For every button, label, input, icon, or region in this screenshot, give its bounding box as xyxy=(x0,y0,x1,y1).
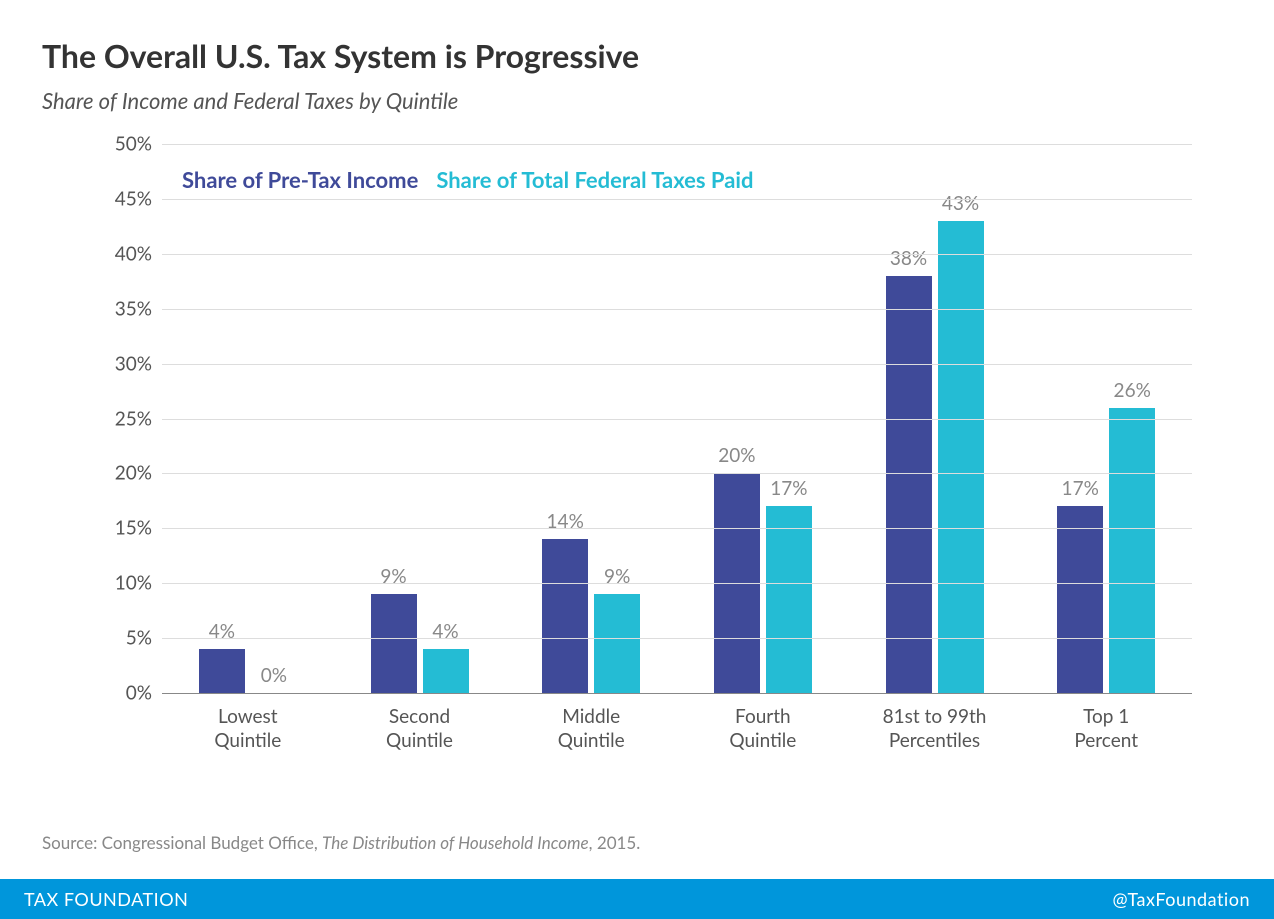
chart-area: Share of Pre-Tax Income Share of Total Fe… xyxy=(102,124,1232,764)
y-tick-label: 50% xyxy=(115,133,152,156)
chart-title: The Overall U.S. Tax System is Progressi… xyxy=(42,36,1232,75)
plot-area: Share of Pre-Tax Income Share of Total Fe… xyxy=(162,144,1192,694)
bar-value-label: 17% xyxy=(1062,477,1099,500)
footer-brand: TAX FOUNDATION xyxy=(24,888,188,910)
bar-value-label: 20% xyxy=(718,444,755,467)
footer-bar: TAX FOUNDATION @TaxFoundation xyxy=(0,879,1274,919)
bar-value-label: 17% xyxy=(770,477,807,500)
y-tick-label: 35% xyxy=(115,297,152,320)
legend: Share of Pre-Tax Income Share of Total Fe… xyxy=(182,166,753,193)
gridline xyxy=(162,199,1192,200)
bar-value-label: 9% xyxy=(604,565,630,588)
chart-subtitle: Share of Income and Federal Taxes by Qui… xyxy=(42,87,1232,114)
legend-item: Share of Pre-Tax Income xyxy=(182,166,418,193)
bar: 38% xyxy=(886,276,932,693)
y-tick-label: 10% xyxy=(115,572,152,595)
y-tick-label: 30% xyxy=(115,352,152,375)
bar-value-label: 4% xyxy=(209,620,235,643)
gridline xyxy=(162,419,1192,420)
y-tick-label: 15% xyxy=(115,517,152,540)
gridline xyxy=(162,583,1192,584)
bar-value-label: 26% xyxy=(1114,379,1151,402)
bar: 9% xyxy=(371,594,417,693)
bar: 4% xyxy=(423,649,469,693)
bar: 4% xyxy=(199,649,245,693)
y-tick-label: 20% xyxy=(115,462,152,485)
source-italic: The Distribution of Household Income xyxy=(322,832,589,853)
y-tick-label: 5% xyxy=(126,627,152,650)
x-tick-label: FourthQuintile xyxy=(729,705,796,753)
gridline xyxy=(162,254,1192,255)
bar-value-label: 9% xyxy=(380,565,406,588)
source-suffix: , 2015. xyxy=(589,832,641,853)
bar: 14% xyxy=(542,539,588,693)
gridline xyxy=(162,144,1192,145)
y-tick-label: 45% xyxy=(115,187,152,210)
x-tick-label: 81st to 99thPercentiles xyxy=(883,705,987,753)
bar: 26% xyxy=(1109,408,1155,693)
x-tick-label: Top 1Percent xyxy=(1074,705,1138,753)
bar-value-label: 4% xyxy=(432,620,458,643)
source-note: Source: Congressional Budget Office, The… xyxy=(42,832,640,853)
bar: 17% xyxy=(766,506,812,693)
y-tick-label: 0% xyxy=(126,682,152,705)
bar: 43% xyxy=(938,221,984,693)
gridline xyxy=(162,309,1192,310)
gridline xyxy=(162,528,1192,529)
footer-handle: @TaxFoundation xyxy=(1112,888,1250,910)
gridline xyxy=(162,638,1192,639)
y-tick-label: 25% xyxy=(115,407,152,430)
bar: 17% xyxy=(1057,506,1103,693)
source-prefix: Source: Congressional Budget Office, xyxy=(42,832,322,853)
bar-value-label: 38% xyxy=(890,247,927,270)
bar-value-label: 0% xyxy=(261,664,287,687)
bar-value-label: 43% xyxy=(942,192,979,215)
x-tick-label: LowestQuintile xyxy=(214,705,281,753)
y-tick-label: 40% xyxy=(115,242,152,265)
gridline xyxy=(162,364,1192,365)
legend-item: Share of Total Federal Taxes Paid xyxy=(436,166,753,193)
x-tick-label: MiddleQuintile xyxy=(558,705,625,753)
bar: 9% xyxy=(594,594,640,693)
gridline xyxy=(162,473,1192,474)
x-tick-label: SecondQuintile xyxy=(386,705,453,753)
bar-value-label: 14% xyxy=(547,510,584,533)
